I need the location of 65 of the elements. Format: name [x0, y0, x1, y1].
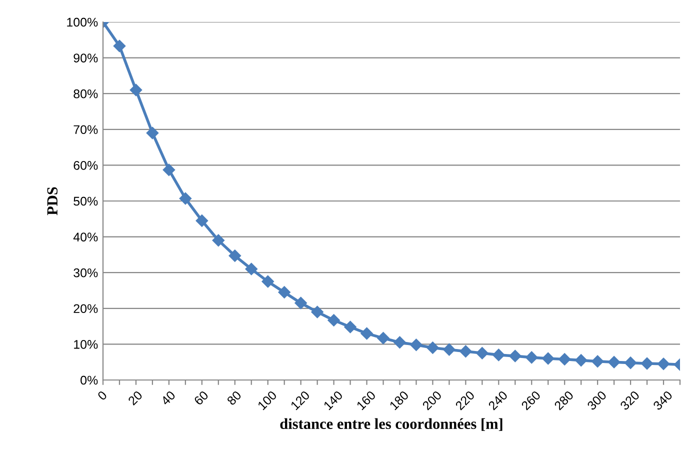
x-tick-label: 40: [160, 390, 176, 406]
point: [476, 347, 488, 360]
point: [228, 250, 241, 262]
point: [311, 306, 324, 318]
point: [574, 354, 588, 366]
point: [294, 296, 307, 310]
x-tick-label: 0: [97, 390, 108, 401]
point: [591, 355, 604, 368]
point: [212, 234, 224, 246]
x-tick-label: 80: [226, 390, 242, 406]
y-tick-label: 90%: [74, 54, 98, 62]
point: [509, 350, 522, 362]
point: [657, 358, 670, 370]
y-tick-label: 10%: [74, 340, 98, 349]
x-tick-label: 200: [422, 390, 442, 411]
point: [394, 336, 406, 349]
point: [460, 345, 472, 358]
x-tick-label: 20: [128, 390, 143, 406]
x-tick-label: 60: [194, 390, 209, 406]
point: [492, 348, 505, 362]
point: [526, 351, 538, 364]
x-tick-label: 340: [652, 390, 673, 411]
x-tick-label: 260: [520, 390, 542, 411]
point: [278, 286, 290, 298]
point: [640, 357, 654, 370]
point: [196, 214, 208, 227]
point: [130, 84, 142, 96]
point: [245, 262, 258, 276]
point: [262, 275, 274, 288]
y-tick-label: 20%: [74, 304, 98, 314]
point: [410, 338, 422, 352]
point: [443, 343, 456, 356]
y-tick-label: 100%: [67, 18, 98, 27]
point: [162, 164, 176, 176]
y-tick-label: 50%: [74, 196, 98, 206]
y-tick-label: 40%: [73, 232, 98, 242]
x-tick-label: 120: [290, 390, 310, 410]
x-tick-label: 100: [257, 390, 278, 410]
point: [624, 356, 637, 369]
x-axis-title: distance entre les coordonnées [m]: [280, 418, 502, 431]
x-tick-label: 180: [389, 390, 410, 410]
x-tick-label: 280: [554, 390, 574, 411]
x-tick-label: 320: [620, 390, 640, 411]
point: [344, 320, 356, 334]
y-tick-label: 70%: [74, 125, 98, 134]
point: [113, 40, 126, 52]
x-tick-label: 160: [356, 390, 376, 410]
point: [328, 314, 340, 326]
y-tick-label: 60%: [74, 161, 98, 170]
point: [558, 353, 571, 366]
point: [146, 126, 159, 140]
point: [542, 352, 554, 365]
x-tick-label: 140: [323, 390, 344, 410]
y-axis-title: PDS: [47, 187, 58, 216]
y-tick-label: 30%: [74, 268, 98, 278]
y-tick-label: 80%: [74, 89, 98, 98]
point: [377, 332, 390, 344]
point: [179, 192, 192, 205]
x-tick-label: 240: [488, 390, 508, 411]
point: [360, 327, 373, 340]
point: [608, 356, 620, 368]
x-tick-label: 220: [454, 390, 476, 411]
point: [426, 342, 439, 354]
y-tick-label: 0%: [80, 376, 98, 385]
x-tick-label: 300: [586, 390, 607, 411]
